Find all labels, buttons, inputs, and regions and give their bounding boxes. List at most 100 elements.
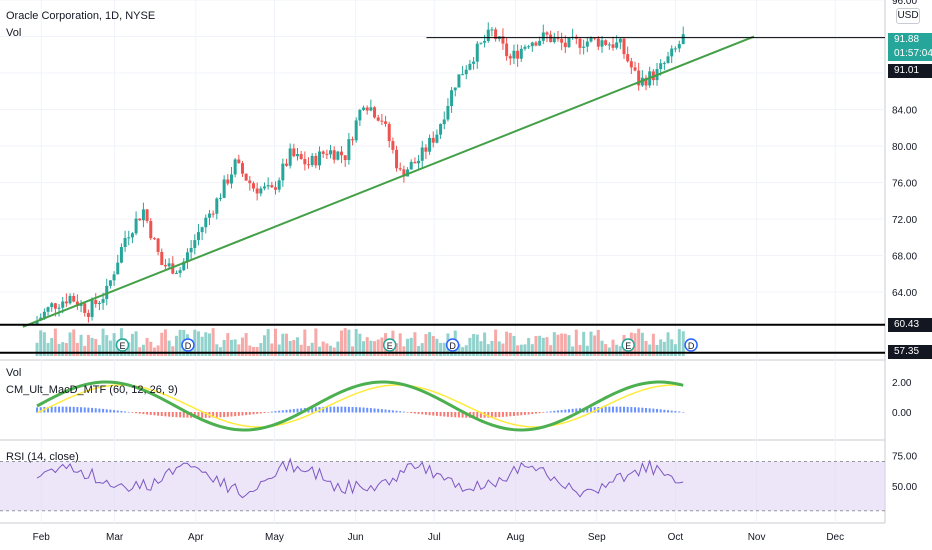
- macd-histogram-bar: [289, 409, 292, 413]
- macd-histogram-bar: [435, 412, 438, 416]
- volume-bar: [420, 343, 424, 356]
- time-tick-label: Sep: [588, 532, 606, 543]
- macd-histogram-bar: [256, 412, 259, 414]
- candle-body: [538, 40, 542, 46]
- volume-bar: [486, 344, 490, 356]
- macd-histogram-bar: [109, 409, 112, 413]
- volume-bar: [285, 333, 289, 356]
- volume-bar: [541, 337, 545, 356]
- candle-body: [413, 161, 417, 164]
- candle-body: [369, 107, 373, 111]
- event-marker: [181, 338, 195, 352]
- volume-bar: [376, 339, 380, 356]
- macd-histogram-bar: [157, 412, 160, 416]
- candle-body: [439, 124, 443, 135]
- volume-bar: [644, 340, 648, 356]
- time-tick-label: May: [265, 532, 284, 543]
- candle-body: [637, 70, 641, 86]
- macd-histogram-bar: [274, 411, 277, 413]
- macd-histogram-bar: [410, 412, 413, 414]
- volume-bar: [112, 333, 116, 356]
- rsi-pane: [0, 457, 885, 512]
- candle-body: [332, 150, 336, 160]
- macd-histogram-bar: [267, 412, 270, 413]
- candle-body: [681, 34, 685, 45]
- candle-body: [189, 247, 193, 253]
- volume-bar: [497, 341, 501, 356]
- volume-bar: [424, 334, 428, 356]
- volume-bar: [607, 347, 611, 356]
- macd-histogram-bar: [564, 409, 567, 413]
- volume-bar: [417, 345, 421, 356]
- macd-histogram-bar: [116, 410, 119, 413]
- rsi-tick-label: 75.00: [892, 451, 917, 462]
- candle-body: [494, 29, 498, 40]
- time-tick-label: Dec: [826, 532, 844, 543]
- candle-body: [417, 160, 421, 164]
- volume-bar: [457, 344, 461, 356]
- candle-body: [321, 151, 325, 154]
- macd-histogram-bar: [399, 411, 402, 413]
- volume-bar: [163, 329, 167, 356]
- volume-bar: [596, 329, 600, 356]
- macd-histogram-bar: [446, 412, 449, 417]
- macd-histogram-bar: [645, 407, 648, 413]
- candle-body: [281, 163, 285, 181]
- candles: [35, 22, 685, 325]
- candle-body: [83, 303, 87, 313]
- candle-body: [196, 232, 200, 241]
- event-marker: [621, 338, 635, 352]
- macd-histogram-bar: [520, 412, 523, 416]
- macd-histogram-bar: [604, 406, 607, 413]
- candle-body: [611, 44, 615, 48]
- candle-body: [171, 263, 175, 274]
- event-marker-label: E: [625, 341, 631, 351]
- candle-body: [351, 139, 355, 141]
- candle-body: [376, 117, 380, 121]
- candle-body: [229, 174, 233, 184]
- candle-body: [519, 48, 523, 59]
- macd-histogram-bar: [461, 412, 464, 418]
- symbol-title: Oracle Corporation, 1D, NYSE: [6, 10, 156, 22]
- candle-body: [600, 40, 604, 47]
- volume-bar: [490, 340, 494, 356]
- candle-body: [545, 32, 549, 35]
- volume-bar: [461, 347, 465, 356]
- volume-bar: [508, 332, 512, 356]
- drawn-lines: [0, 35, 885, 354]
- macd-tick-label: 2.00: [892, 378, 912, 389]
- volume-bar: [105, 335, 109, 356]
- volume-bar: [248, 345, 252, 356]
- currency-button[interactable]: USD: [896, 8, 920, 24]
- macd-histogram-bar: [168, 412, 171, 417]
- macd-histogram-bar: [182, 412, 185, 418]
- candle-body: [204, 217, 208, 228]
- volume-bar: [648, 344, 652, 356]
- macd-histogram-bar: [171, 412, 174, 417]
- volume-bar: [681, 331, 685, 356]
- volume-bar: [262, 335, 266, 356]
- volume-bar: [354, 329, 358, 356]
- volume-bar: [655, 344, 659, 356]
- candle-body: [53, 303, 57, 309]
- candle-body: [218, 197, 222, 199]
- volume-bar: [303, 329, 307, 356]
- macd-histogram-bar: [494, 412, 497, 418]
- macd-histogram-bar: [72, 406, 75, 413]
- macd-histogram-bar: [179, 412, 182, 418]
- volume-bar: [395, 343, 399, 356]
- volume-bar: [534, 336, 538, 356]
- candle-body: [505, 43, 509, 57]
- candle-body: [266, 185, 270, 187]
- time-tick-label: Jun: [348, 532, 364, 543]
- macd-histogram-bar: [388, 409, 391, 413]
- candle-body: [472, 61, 476, 64]
- macd-histogram-bar: [443, 412, 446, 417]
- macd-histogram-bar: [153, 412, 156, 416]
- candle-body: [402, 169, 406, 177]
- volume-bar: [505, 331, 509, 356]
- volume-bar: [156, 345, 160, 356]
- macd-histogram-bar: [344, 406, 347, 413]
- macd-histogram-bar: [623, 406, 626, 413]
